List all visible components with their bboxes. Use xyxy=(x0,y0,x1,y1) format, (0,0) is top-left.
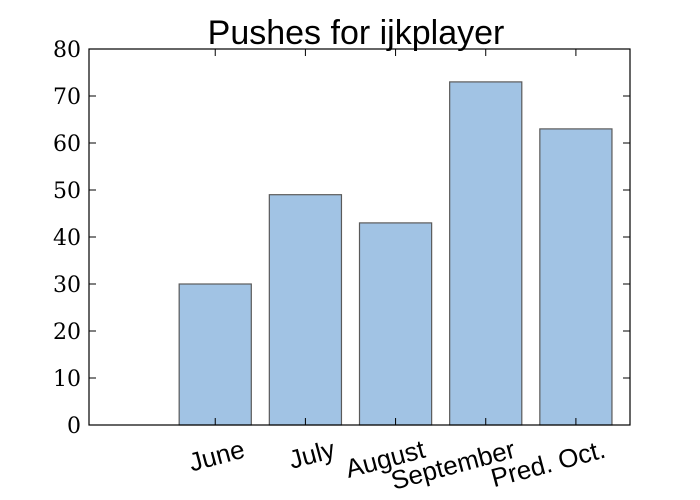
y-tick-label: 60 xyxy=(53,132,81,157)
bar-pred-oct xyxy=(539,128,613,426)
y-tick-label: 70 xyxy=(53,85,81,110)
plot-frame xyxy=(88,48,631,426)
bar-august xyxy=(358,222,433,426)
y-tick-label: 80 xyxy=(53,38,81,63)
bar-july xyxy=(268,194,343,426)
y-tick-label: 50 xyxy=(53,179,81,204)
y-tick-label: 30 xyxy=(53,273,81,298)
bars-group xyxy=(178,81,613,426)
x-tick-label: June xyxy=(186,434,248,478)
x-tick-label: July xyxy=(286,434,338,475)
bar-september xyxy=(449,81,523,426)
y-tick-label: 0 xyxy=(67,414,81,439)
y-tick-label: 20 xyxy=(53,320,81,345)
y-tick-label: 40 xyxy=(53,226,81,251)
y-axis: 0 10 20 30 40 50 60 70 80 xyxy=(53,38,630,439)
y-tick-label: 10 xyxy=(53,367,81,392)
chart-title: Pushes for ijkplayer xyxy=(208,14,505,52)
bar-june xyxy=(178,283,252,426)
